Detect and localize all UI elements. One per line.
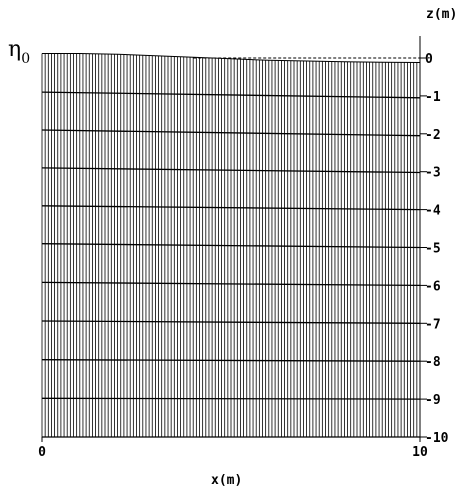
x-tick-label: 0 <box>38 445 46 460</box>
z-tick-label: 0 <box>425 52 433 67</box>
z-tick-label: -9 <box>425 393 441 408</box>
layer-line <box>41 205 421 211</box>
x-tick-label: 10 <box>412 445 428 460</box>
z-axis-label: z(m) <box>426 7 457 22</box>
z-tick-label: -8 <box>425 355 441 370</box>
z-axis-ticks: 0 -1 -2 -3 -4 -5 -6 -7 -8 -9 -10 <box>420 52 449 446</box>
layer-lines <box>41 91 421 438</box>
layer-line <box>41 243 421 249</box>
free-surface-label: η0 <box>8 37 30 67</box>
z-tick-label: -10 <box>425 431 449 446</box>
z-tick-label: -6 <box>425 279 441 294</box>
layer-line <box>41 359 421 362</box>
layer-line <box>41 129 421 137</box>
z-tick-label: -5 <box>425 242 441 257</box>
z-tick-label: -3 <box>425 166 441 181</box>
vertical-mesh <box>41 53 421 437</box>
z-tick-label: -1 <box>425 90 441 105</box>
z-tick-label: -4 <box>425 204 441 219</box>
free-surface-line <box>42 53 421 63</box>
z-tick-label: -2 <box>425 128 441 143</box>
layer-line <box>41 167 421 174</box>
layer-line <box>41 91 421 99</box>
layer-line <box>41 397 421 400</box>
eta-subscript: 0 <box>21 51 30 67</box>
x-axis-label: x(m) <box>211 473 242 488</box>
layer-line <box>41 281 421 287</box>
x-axis-ticks: 0 10 <box>38 437 428 460</box>
z-tick-label: -7 <box>425 317 441 332</box>
eta-symbol: η <box>8 37 21 62</box>
layer-line <box>41 320 421 324</box>
